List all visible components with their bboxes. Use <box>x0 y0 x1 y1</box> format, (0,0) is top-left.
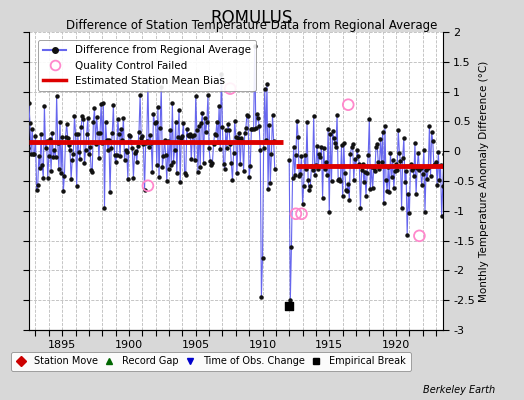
Y-axis label: Monthly Temperature Anomaly Difference (°C): Monthly Temperature Anomaly Difference (… <box>479 60 489 302</box>
Difference from Regional Average <box>235 136 241 140</box>
Text: Berkeley Earth: Berkeley Earth <box>423 385 495 395</box>
Difference from Regional Average <box>252 44 258 48</box>
Difference from Regional Average <box>258 295 265 300</box>
Point <box>297 210 305 217</box>
Legend: Station Move, Record Gap, Time of Obs. Change, Empirical Break: Station Move, Record Gap, Time of Obs. C… <box>12 352 411 371</box>
Point <box>344 102 353 108</box>
Difference from Regional Average <box>19 128 25 132</box>
Difference from Regional Average <box>218 72 224 76</box>
Text: ROMULUS: ROMULUS <box>210 9 293 27</box>
Point <box>285 303 293 309</box>
Difference from Regional Average <box>182 173 189 178</box>
Point <box>226 86 234 92</box>
Difference from Regional Average <box>207 159 213 164</box>
Difference from Regional Average <box>82 148 89 152</box>
Difference from Regional Average <box>83 132 90 136</box>
Text: Difference of Station Temperature Data from Regional Average: Difference of Station Temperature Data f… <box>66 19 437 32</box>
Point <box>415 233 423 239</box>
Point <box>144 182 152 189</box>
Point <box>292 210 300 217</box>
Line: Difference from Regional Average: Difference from Regional Average <box>20 44 276 299</box>
Difference from Regional Average <box>271 167 278 172</box>
